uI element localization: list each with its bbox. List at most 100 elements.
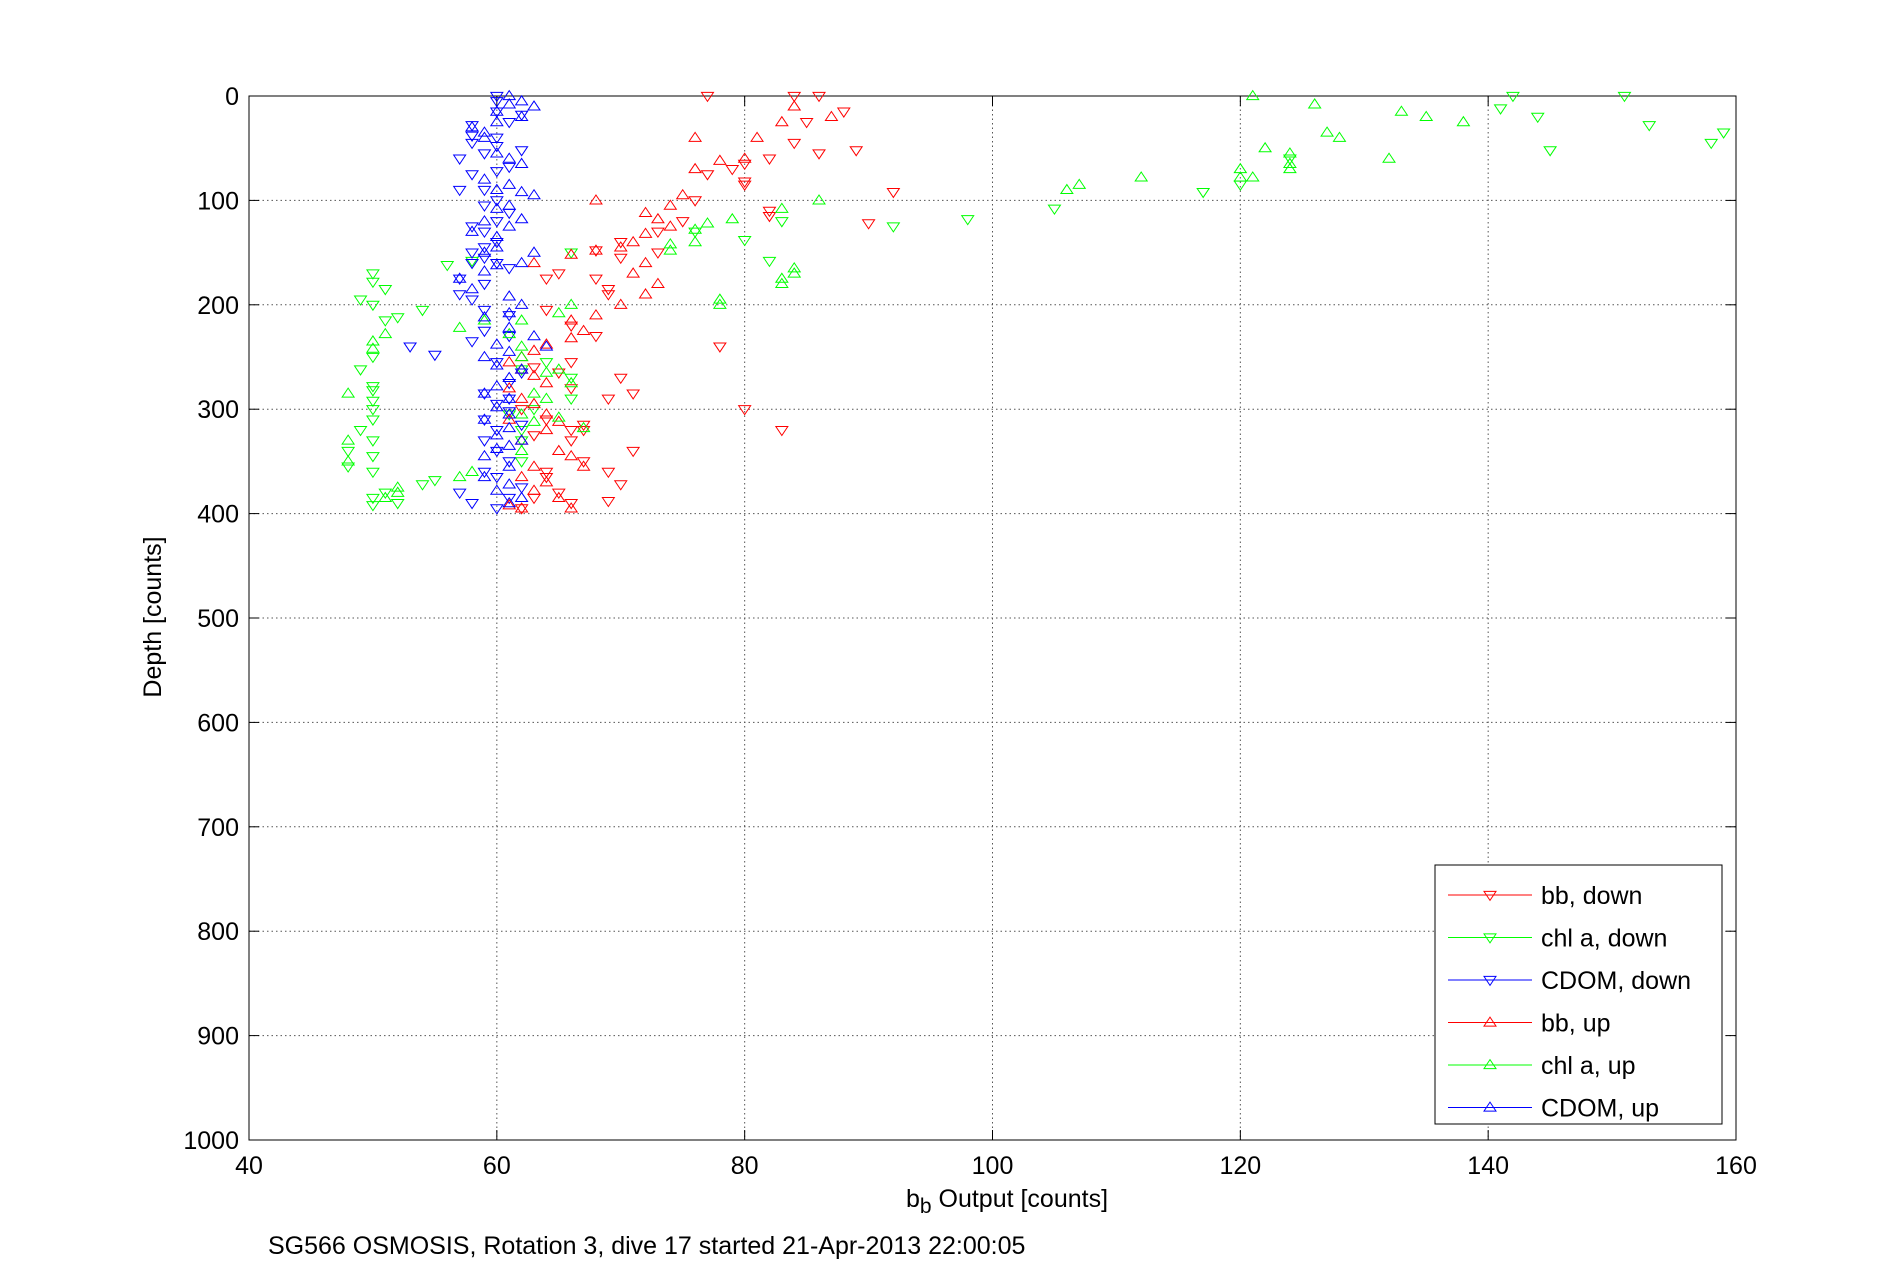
data-point [502,407,517,418]
data-point [1456,115,1471,127]
data-point [688,196,703,207]
data-point [514,470,529,482]
data-point [1332,131,1347,142]
data-point [502,498,517,510]
data-point [626,389,641,400]
data-point [1072,178,1087,189]
data-point [812,149,826,160]
data-point [465,121,479,132]
data-point [527,188,541,200]
data-point [365,493,380,505]
data-point [514,483,529,494]
series-2 [403,91,529,515]
legend-label: CDOM, down [1541,967,1691,995]
data-point [787,267,802,278]
data-point [477,311,492,322]
data-point [477,201,492,212]
data-point [477,279,492,291]
legend-item: chl a, down [1448,925,1667,953]
data-point [601,285,616,296]
data-point [725,212,740,224]
data-point [812,194,826,205]
data-point [613,241,628,252]
data-point [514,408,529,419]
data-point [427,476,442,487]
data-point [514,457,529,468]
x-tick-label: 140 [1467,1152,1509,1180]
data-point [502,408,517,419]
data-point [514,434,529,445]
data-point [564,502,579,513]
data-point [477,253,492,265]
data-point [527,344,541,355]
data-point [1506,91,1520,103]
data-point [477,387,492,398]
data-point [502,327,517,339]
data-point [489,258,504,270]
y-tick-label: 800 [197,918,239,946]
data-point [725,164,740,176]
data-point [1704,138,1719,150]
data-point [477,149,492,160]
data-point [564,298,579,309]
data-point [589,332,603,343]
data-point [489,338,504,349]
data-point [1233,171,1248,182]
data-point [489,183,504,195]
data-point [489,359,504,370]
data-point [390,486,405,497]
data-point [688,227,703,239]
data-point [477,173,492,184]
data-point [774,217,789,228]
data-point [514,298,529,309]
data-point [1617,91,1632,103]
data-point [787,91,802,103]
legend-label: bb, down [1541,882,1642,910]
x-axis-label: bb Output [counts] [906,1185,1108,1218]
data-point [886,187,901,199]
data-point [502,264,517,275]
data-point [452,290,467,301]
data-point [514,110,529,121]
data-point [539,305,554,317]
data-point [502,290,517,301]
data-point [750,131,764,142]
data-point [489,97,504,108]
data-point [712,342,727,353]
data-point [489,504,504,515]
data-point [477,214,492,226]
data-point [502,382,517,393]
legend: bb, down chl a, down CDOM, down bb, up chl a… [1434,864,1723,1125]
data-point [564,436,579,447]
data-point [527,387,541,398]
data-point [502,478,517,489]
data-point [564,331,579,343]
y-tick-label: 100 [197,187,239,215]
data-point [378,327,393,339]
series-4 [341,89,1471,503]
data-point [514,314,529,325]
data-point [861,219,876,230]
data-point [390,481,405,492]
data-point [489,167,504,178]
data-point [489,484,504,495]
data-point [452,185,467,197]
data-point [712,293,727,304]
data-point [465,295,479,306]
legend-marker [1483,975,1497,987]
data-point [514,392,529,403]
data-point [564,376,579,388]
legend-item: CDOM, down [1448,967,1691,995]
data-point [477,305,492,317]
data-point [514,504,529,515]
data-point [1419,110,1434,121]
data-point [737,177,752,188]
data-point [403,342,418,353]
data-point [576,425,591,437]
data-point [514,340,529,351]
y-tick-label: 400 [197,501,239,529]
data-point [551,491,566,503]
x-tick-label: 120 [1219,1152,1261,1180]
data-point [489,115,504,127]
